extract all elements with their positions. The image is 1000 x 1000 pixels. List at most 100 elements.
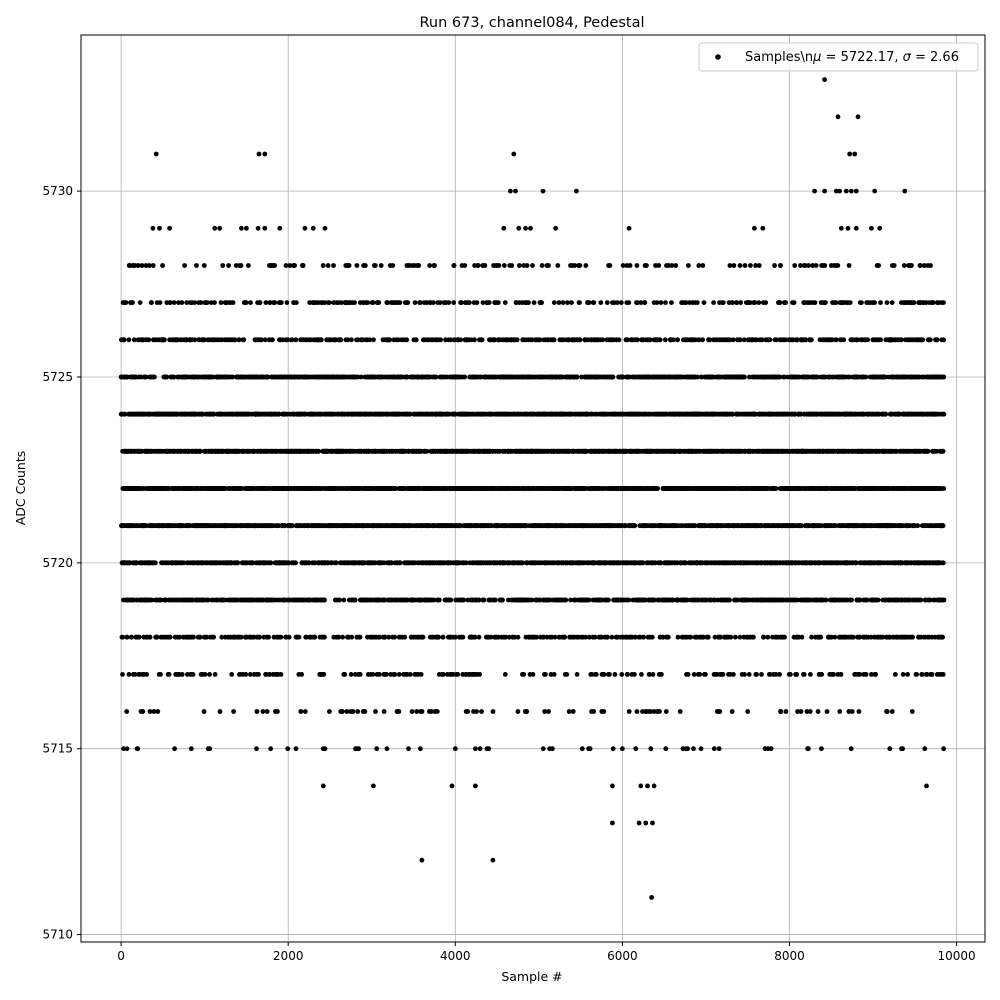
data-point (525, 263, 530, 268)
data-point (370, 672, 375, 677)
data-point (377, 672, 382, 677)
data-point (279, 300, 284, 305)
data-point (272, 300, 277, 305)
data-point (294, 300, 299, 305)
data-point (312, 635, 317, 640)
data-point (410, 709, 415, 714)
data-point (404, 337, 409, 342)
data-point (496, 300, 501, 305)
data-point (298, 709, 303, 714)
data-point (256, 672, 261, 677)
data-point (480, 337, 485, 342)
data-point (413, 300, 418, 305)
data-point (441, 635, 446, 640)
data-point (338, 337, 343, 342)
data-point (293, 560, 298, 565)
data-point (220, 263, 225, 268)
data-point (465, 709, 470, 714)
data-point (287, 635, 292, 640)
data-point (382, 709, 387, 714)
data-point (322, 598, 327, 603)
data-point (140, 709, 145, 714)
data-point (427, 263, 432, 268)
data-point (148, 635, 153, 640)
data-point (349, 672, 354, 677)
data-point (482, 263, 487, 268)
data-point (467, 300, 472, 305)
data-point (272, 263, 277, 268)
data-point (405, 300, 410, 305)
data-point (243, 672, 248, 677)
data-point (402, 635, 407, 640)
data-point (231, 709, 236, 714)
data-point (212, 300, 217, 305)
data-point (420, 709, 425, 714)
data-point (285, 746, 290, 751)
data-point (151, 263, 156, 268)
data-point (235, 560, 240, 565)
data-point (472, 337, 477, 342)
data-point (146, 337, 151, 342)
data-point (462, 375, 467, 380)
data-point (353, 598, 358, 603)
data-point (431, 300, 436, 305)
data-point (124, 300, 129, 305)
data-point (294, 746, 299, 751)
data-point (482, 598, 487, 603)
data-point (203, 672, 208, 677)
data-point (172, 300, 177, 305)
data-point (438, 337, 443, 342)
data-point (182, 263, 187, 268)
data-point (301, 263, 306, 268)
data-point (500, 598, 505, 603)
data-point (448, 598, 453, 603)
data-point (261, 709, 266, 714)
data-point (452, 263, 457, 268)
data-point (226, 263, 231, 268)
data-point (269, 560, 274, 565)
data-point (387, 337, 392, 342)
data-point (124, 709, 129, 714)
data-point (502, 263, 507, 268)
data-point (478, 746, 483, 751)
data-point (455, 672, 460, 677)
data-point (509, 263, 514, 268)
data-point (241, 337, 246, 342)
data-point (477, 635, 482, 640)
data-point (347, 263, 352, 268)
data-point (451, 300, 456, 305)
data-point (248, 300, 253, 305)
data-point (239, 635, 244, 640)
data-point (213, 672, 218, 677)
data-point (331, 263, 336, 268)
data-point (211, 635, 216, 640)
data-point (168, 635, 173, 640)
data-point (476, 263, 481, 268)
data-point (341, 598, 346, 603)
data-point (390, 263, 395, 268)
data-point (398, 300, 403, 305)
data-point (231, 300, 236, 305)
data-point (342, 672, 347, 677)
data-point (373, 263, 378, 268)
data-point (355, 263, 360, 268)
data-point (531, 672, 536, 677)
data-point (192, 300, 197, 305)
data-point (164, 375, 169, 380)
data-point (371, 337, 376, 342)
data-point (491, 709, 496, 714)
data-point (180, 300, 185, 305)
data-point (327, 300, 332, 305)
data-point (268, 746, 273, 751)
data-point (270, 337, 275, 342)
data-point (416, 263, 421, 268)
data-point (299, 672, 304, 677)
data-point (414, 337, 419, 342)
data-point (421, 635, 426, 640)
data-point (258, 300, 263, 305)
data-point (322, 672, 327, 677)
data-point (144, 672, 149, 677)
data-point (340, 709, 345, 714)
data-point (294, 337, 299, 342)
data-point (516, 635, 521, 640)
